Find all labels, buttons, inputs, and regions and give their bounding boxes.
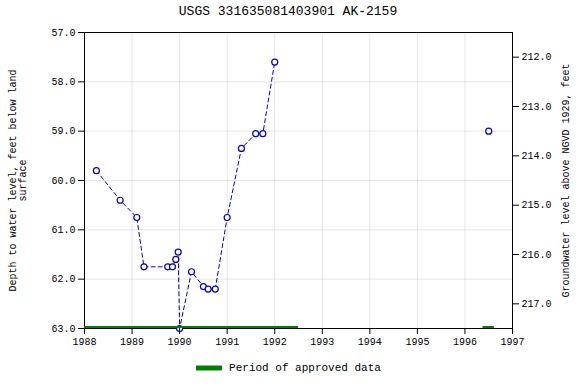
svg-text:1993: 1993 — [310, 337, 334, 348]
svg-text:214.0: 214.0 — [522, 151, 552, 162]
svg-text:217.0: 217.0 — [522, 299, 552, 310]
svg-text:1990: 1990 — [168, 337, 192, 348]
svg-text:212.0: 212.0 — [522, 52, 552, 63]
svg-text:1991: 1991 — [215, 337, 239, 348]
svg-text:59.0: 59.0 — [51, 126, 75, 137]
svg-text:1992: 1992 — [263, 337, 287, 348]
svg-text:1994: 1994 — [358, 337, 382, 348]
svg-text:213.0: 213.0 — [522, 102, 552, 113]
svg-text:1989: 1989 — [120, 337, 144, 348]
svg-text:1997: 1997 — [500, 337, 524, 348]
svg-text:1995: 1995 — [405, 337, 429, 348]
html-text:USGS 331635081403901 AK-2159: USGS 331635081403901 AK-2159 — [178, 4, 398, 19]
svg-text:Groundwater level above NGVD 1: Groundwater level above NGVD 1929, feet — [561, 63, 572, 297]
svg-text:63.0: 63.0 — [51, 324, 75, 335]
svg-text:60.0: 60.0 — [51, 176, 75, 187]
svg-text:1996: 1996 — [453, 337, 477, 348]
html-text:Period of approved data: Period of approved data — [229, 362, 381, 374]
svg-text:57.0: 57.0 — [51, 28, 75, 39]
svg-text:62.0: 62.0 — [51, 274, 75, 285]
svg-text:216.0: 216.0 — [522, 250, 552, 261]
svg-text:215.0: 215.0 — [522, 200, 552, 211]
svg-text:61.0: 61.0 — [51, 225, 75, 236]
svg-text:58.0: 58.0 — [51, 77, 75, 88]
svg-text:Depth to water level, feet bel: Depth to water level, feet below landsur… — [8, 69, 29, 291]
svg-text:1988: 1988 — [72, 337, 96, 348]
